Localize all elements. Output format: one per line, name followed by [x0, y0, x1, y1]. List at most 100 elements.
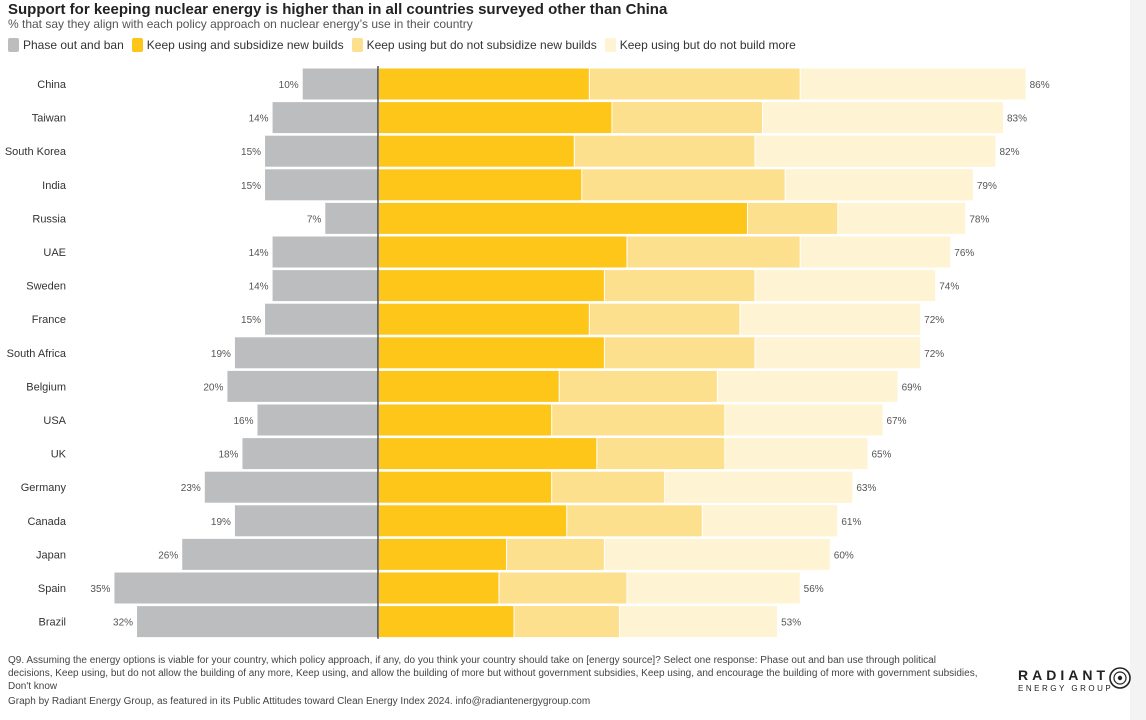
value-label-right: 72% [924, 315, 944, 326]
bar-segment-1 [379, 236, 627, 268]
bar-segment-1 [379, 202, 747, 234]
bar-phase-out [227, 370, 378, 402]
category-label: China [37, 79, 67, 91]
value-label-right: 83% [1007, 114, 1027, 125]
legend-swatch [351, 38, 363, 52]
bar-segment-3 [619, 606, 778, 638]
value-label-right: 69% [902, 382, 922, 393]
bar-segment-2 [552, 404, 725, 436]
category-label: Spain [38, 583, 66, 595]
legend: Phase out and ban Keep using and subsidi… [8, 38, 804, 52]
value-label-left: 15% [241, 315, 261, 326]
value-label-left: 20% [203, 382, 223, 393]
category-label: Russia [32, 213, 67, 225]
bar-phase-out [302, 68, 378, 100]
bar-segment-2 [597, 438, 725, 470]
bar-segment-2 [574, 135, 755, 167]
legend-item-no-build: Keep using but do not build more [604, 38, 796, 52]
bar-phase-out [325, 202, 378, 234]
category-label: Sweden [26, 281, 66, 293]
legend-swatch [8, 38, 19, 52]
bar-segment-2 [559, 370, 717, 402]
bar-segment-1 [379, 68, 589, 100]
bar-phase-out [272, 270, 378, 302]
value-label-right: 63% [856, 483, 876, 494]
legend-label: Keep using and subsidize new builds [146, 38, 344, 52]
value-label-left: 16% [234, 416, 254, 427]
brand-name: RADIANT [1018, 667, 1109, 683]
value-label-right: 78% [969, 214, 989, 225]
bar-phase-out [272, 102, 378, 134]
value-label-right: 72% [924, 349, 944, 360]
bar-phase-out [265, 135, 378, 167]
value-label-right: 53% [781, 618, 801, 629]
bar-segment-1 [379, 169, 582, 201]
value-label-left: 15% [241, 147, 261, 158]
category-label: France [32, 314, 66, 326]
legend-item-phase-out: Phase out and ban [8, 38, 124, 52]
bar-phase-out [265, 303, 378, 335]
bar-phase-out [272, 236, 378, 268]
bar-segment-1 [379, 135, 574, 167]
value-label-right: 67% [887, 416, 907, 427]
legend-label: Keep using but do not subsidize new buil… [366, 38, 597, 52]
bar-segment-1 [379, 572, 499, 604]
value-label-left: 19% [211, 517, 231, 528]
bar-segment-2 [507, 538, 604, 570]
value-label-left: 19% [211, 349, 231, 360]
category-label: India [42, 180, 67, 192]
value-label-right: 65% [871, 450, 891, 461]
bar-segment-3 [740, 303, 921, 335]
bar-segment-3 [838, 202, 966, 234]
bar-segment-3 [763, 102, 1003, 134]
value-label-right: 60% [834, 550, 854, 561]
bar-segment-2 [582, 169, 785, 201]
legend-label: Keep using but do not build more [619, 38, 796, 52]
legend-item-subsidize: Keep using and subsidize new builds [131, 38, 344, 52]
bar-segment-1 [379, 538, 507, 570]
bar-phase-out [242, 438, 378, 470]
bar-phase-out [234, 505, 378, 537]
value-label-left: 14% [249, 248, 269, 259]
category-label: South Korea [5, 146, 67, 158]
category-label: UAE [43, 247, 66, 259]
value-label-left: 32% [113, 618, 133, 629]
legend-swatch [604, 38, 616, 52]
bar-segment-1 [379, 606, 514, 638]
bar-segment-3 [725, 438, 868, 470]
bar-segment-3 [755, 135, 996, 167]
bar-segment-3 [627, 572, 800, 604]
category-label: USA [43, 415, 66, 427]
value-label-right: 76% [954, 248, 974, 259]
bar-phase-out [204, 471, 378, 503]
category-label: Japan [36, 549, 66, 561]
brand-subtitle: ENERGY GROUP [1018, 684, 1114, 693]
bar-segment-1 [379, 370, 559, 402]
bar-segment-1 [379, 438, 597, 470]
bar-segment-3 [800, 68, 1026, 100]
bar-segment-2 [747, 202, 838, 234]
bar-segment-1 [379, 471, 552, 503]
value-label-left: 14% [249, 282, 269, 293]
bar-segment-2 [514, 606, 619, 638]
bar-segment-2 [552, 471, 665, 503]
bar-segment-3 [755, 270, 936, 302]
bar-segment-3 [785, 169, 973, 201]
category-label: South Africa [7, 348, 67, 360]
scrollbar-track[interactable] [1130, 0, 1146, 720]
bar-segment-3 [717, 370, 898, 402]
bar-segment-2 [627, 236, 800, 268]
bar-phase-out [257, 404, 378, 436]
value-label-right: 61% [841, 517, 861, 528]
bar-phase-out [234, 337, 378, 369]
chart-plot: China 10% 86% Taiwan 14% 83% South Korea 15% 82%… [5, 66, 1050, 639]
legend-label: Phase out and ban [23, 38, 124, 52]
value-label-left: 35% [90, 584, 110, 595]
bar-segment-3 [755, 337, 921, 369]
bar-segment-2 [589, 68, 800, 100]
bar-segment-3 [800, 236, 951, 268]
value-label-left: 26% [158, 550, 178, 561]
credit-line: Graph by Radiant Energy Group, as featur… [8, 696, 591, 707]
bar-segment-2 [499, 572, 627, 604]
chart-title: Support for keeping nuclear energy is hi… [8, 1, 668, 18]
